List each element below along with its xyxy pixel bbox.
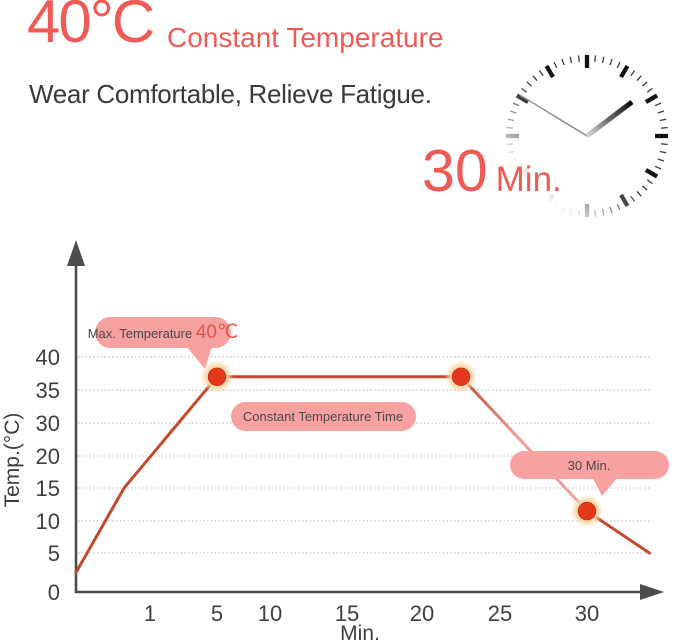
data-point-marker (577, 501, 597, 521)
y-tick-label: 0 (48, 580, 60, 605)
annotation-30-min: 30 Min. (510, 451, 669, 496)
x-tick-label: 30 (575, 601, 599, 626)
data-point-marker (207, 367, 227, 387)
x-tick-label: 5 (211, 601, 223, 626)
data-point-marker (451, 367, 471, 387)
clock-fade-overlay (496, 44, 679, 230)
x-axis-title: Min. (340, 622, 380, 644)
y-tick-label: 5 (48, 541, 60, 566)
duration-callout: 30 Min. (422, 142, 562, 201)
annotation-bubble (95, 317, 231, 348)
x-axis-arrow-icon (640, 584, 664, 600)
clock-icon (496, 44, 679, 230)
annotation-constant-time: Constant Temperature Time (231, 402, 416, 431)
duration-unit: Min. (495, 160, 562, 199)
x-tick-label: 1 (144, 601, 156, 626)
annotation-max-temp-value: 40℃ (196, 322, 238, 343)
x-tick-label: 10 (258, 601, 282, 626)
x-tick-label: 20 (410, 601, 434, 626)
annotation-bubble (231, 402, 416, 431)
annotation-max-temp-text: Max. Temperature (88, 326, 196, 341)
annotation-bubble (510, 451, 669, 479)
duration-value: 30 (422, 138, 488, 204)
y-tick-label: 35 (36, 378, 60, 403)
gridlines (78, 356, 652, 554)
annotation-tail (592, 477, 618, 496)
temperature-headline: 40°C (27, 0, 155, 55)
annotation-tail (186, 346, 212, 369)
tagline: Wear Comfortable, Relieve Fatigue. (29, 79, 432, 109)
annotation-max-temperature: Max. Temperature 40℃ (88, 317, 239, 369)
y-axis-title: Temp.(°C) (1, 413, 24, 508)
x-tick-label: 25 (488, 601, 512, 626)
annotation-constant-time-text: Constant Temperature Time (243, 409, 403, 424)
y-axis-arrow-icon (67, 240, 85, 266)
y-tick-label: 15 (36, 476, 60, 501)
y-tick-label: 40 (36, 345, 60, 370)
x-tick-label: 15 (335, 601, 359, 626)
y-tick-label: 10 (36, 509, 60, 534)
headline-title: Constant Temperature (167, 22, 444, 53)
annotation-30-min-text: 30 Min. (568, 458, 611, 473)
y-tick-label: 20 (36, 444, 60, 469)
line-cooldown (459, 375, 589, 513)
line-rise-and-plateau (74, 375, 463, 574)
svg-text:Max. Temperature 40℃: Max. Temperature 40℃ (88, 322, 239, 343)
data-point-markers (200, 360, 604, 528)
y-tick-label: 30 (36, 411, 60, 436)
